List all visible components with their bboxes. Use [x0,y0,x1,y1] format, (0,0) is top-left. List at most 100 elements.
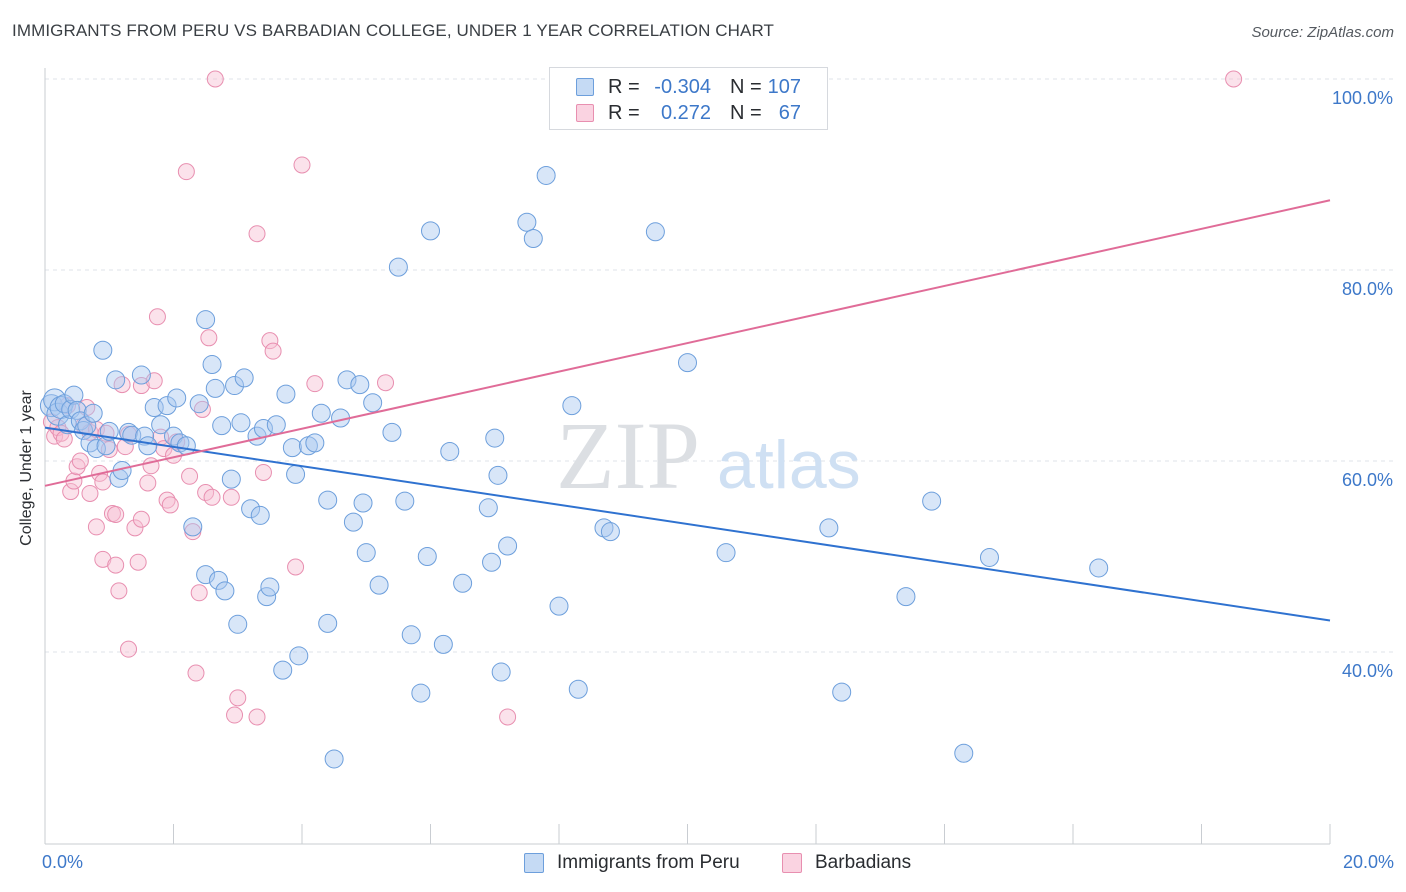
peru-point [221,469,241,489]
peru-point [954,743,974,763]
peru-point [369,575,389,595]
barbadians-point [499,708,517,726]
barbadians-point [377,374,395,392]
peru-point [106,370,126,390]
peru-point [382,422,402,442]
barbadians-point [139,474,157,492]
peru-point [208,570,228,590]
barbadians-point [129,553,147,571]
barbadians-point [132,510,150,528]
peru-point [395,491,415,511]
legend-label-barbadians: Barbadians [815,852,912,873]
legend-swatch-barbadians [782,853,802,873]
peru-point [433,634,453,654]
peru-point [231,413,251,433]
peru-point [289,646,309,666]
peru-point [43,388,67,412]
peru-point [716,543,736,563]
peru-point [119,422,139,442]
barbadians-point [110,582,128,600]
watermark-zip: ZIP [556,402,700,509]
peru-point [305,433,325,453]
peru-point [421,221,440,241]
barbadians-point [190,584,208,602]
barbadians-point [107,505,125,523]
peru-point [311,403,331,423]
barbadians-point [177,163,195,181]
barbadians-point [203,488,221,506]
peru-point [678,353,697,373]
peru-point [401,625,421,645]
peru-point [215,581,235,601]
legend-swatch-peru [524,853,544,873]
peru-point [241,499,261,519]
peru-point [189,394,209,414]
peru-point [411,683,431,703]
barbadians-point [87,518,105,536]
peru-point [196,310,216,330]
peru-point [183,517,203,537]
barbadians-point [248,225,266,243]
barbadians-point [248,708,266,726]
peru-point [388,257,408,277]
barbadians-point [71,452,89,470]
legend-r-value: 0.272 [660,102,711,124]
peru-point [276,384,296,404]
chart-title: IMMIGRANTS FROM PERU VS BARBADIAN COLLEG… [12,21,775,40]
legend-row-peru: R = -0.304 N = 107 [550,75,827,101]
legend-row-barbadians: R = 0.272 N = 67 [550,101,827,127]
barbadians-point [81,484,99,502]
barbadians-point [120,640,138,658]
peru-point [832,682,852,702]
barbadians-point [306,375,324,393]
legend-n-label: N = [730,102,762,124]
peru-point [523,228,543,248]
peru-point [196,565,216,585]
barbadians-point [94,473,112,491]
barbadians-point [107,556,125,574]
watermark-atlas: atlas [717,427,861,503]
peru-point [138,436,158,456]
barbadians-point [181,467,199,485]
y-tick-label: 100.0% [1332,88,1393,108]
peru-point [645,222,665,242]
peru-trend-line [44,426,1331,622]
barbadians-point [62,483,80,501]
legend-label-peru: Immigrants from Peru [557,852,740,873]
peru-point [440,441,460,461]
barbadians-point [287,558,305,576]
peru-point [318,490,338,510]
peru-point [356,543,376,563]
barbadians-point [226,706,244,724]
legend-swatch-peru [576,78,594,96]
peru-point [536,165,556,185]
barbadians-point [193,400,211,418]
barbadians-point [264,342,282,360]
barbadians-point [222,488,240,506]
peru-point [273,660,293,680]
peru-point [562,396,582,416]
barbadians-point [126,519,144,537]
peru-points [39,165,1109,769]
barbadians-point [254,463,272,481]
peru-point [250,505,270,525]
barbadians-point [158,491,176,509]
peru-point [337,370,357,390]
peru-point [417,547,437,566]
peru-point [350,375,370,395]
peru-point [318,613,338,633]
peru-point [324,749,344,769]
peru-point [234,368,254,388]
barbadians-point [261,332,279,350]
y-tick-label: 80.0% [1342,279,1393,299]
peru-point [205,378,225,398]
barbadians-points [42,70,1243,726]
legend-r-label: R = [608,76,640,98]
barbadians-trend-line [44,199,1331,487]
peru-point [131,365,151,385]
peru-point [64,385,84,405]
peru-point [167,388,187,408]
peru-point [363,393,383,413]
peru-point [67,400,87,420]
peru-point [922,491,942,511]
